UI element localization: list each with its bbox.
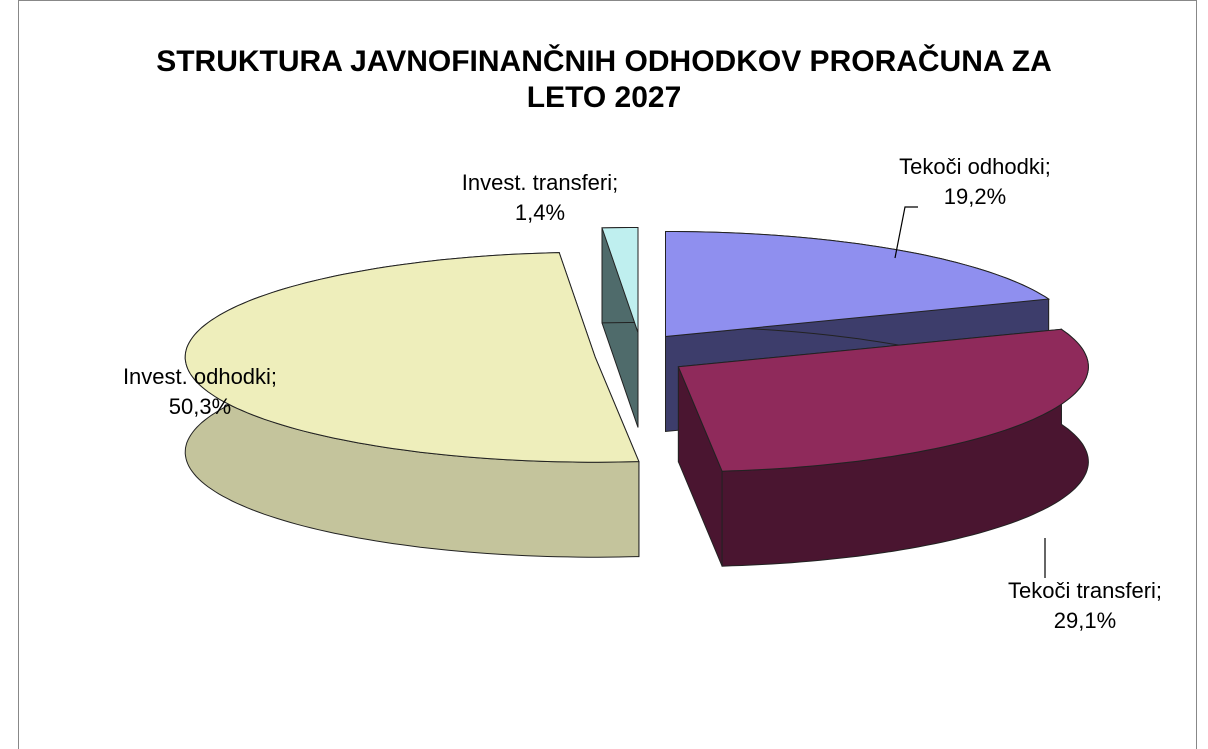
slice-top	[184, 252, 640, 463]
slice	[601, 227, 639, 428]
slice-value-label: 29,1%	[1054, 608, 1116, 633]
slice-label: Tekoči transferi;	[1008, 578, 1162, 603]
slice-top	[677, 328, 1089, 472]
slice	[184, 252, 640, 558]
slice-label: Invest. transferi;	[462, 170, 619, 195]
slice-label: Invest. odhodki;	[123, 364, 277, 389]
slice-label: Tekoči odhodki;	[899, 154, 1051, 179]
slice-top	[601, 227, 639, 333]
slice-value-label: 1,4%	[515, 200, 565, 225]
slice-value-label: 19,2%	[944, 184, 1006, 209]
chart-title: STRUKTURA JAVNOFINANČNIH ODHODKOV PRORAČ…	[156, 45, 1052, 114]
leader-line	[894, 206, 918, 259]
slice-value-label: 50,3%	[169, 394, 231, 419]
slice-top	[665, 231, 1051, 338]
slice	[677, 328, 1089, 567]
